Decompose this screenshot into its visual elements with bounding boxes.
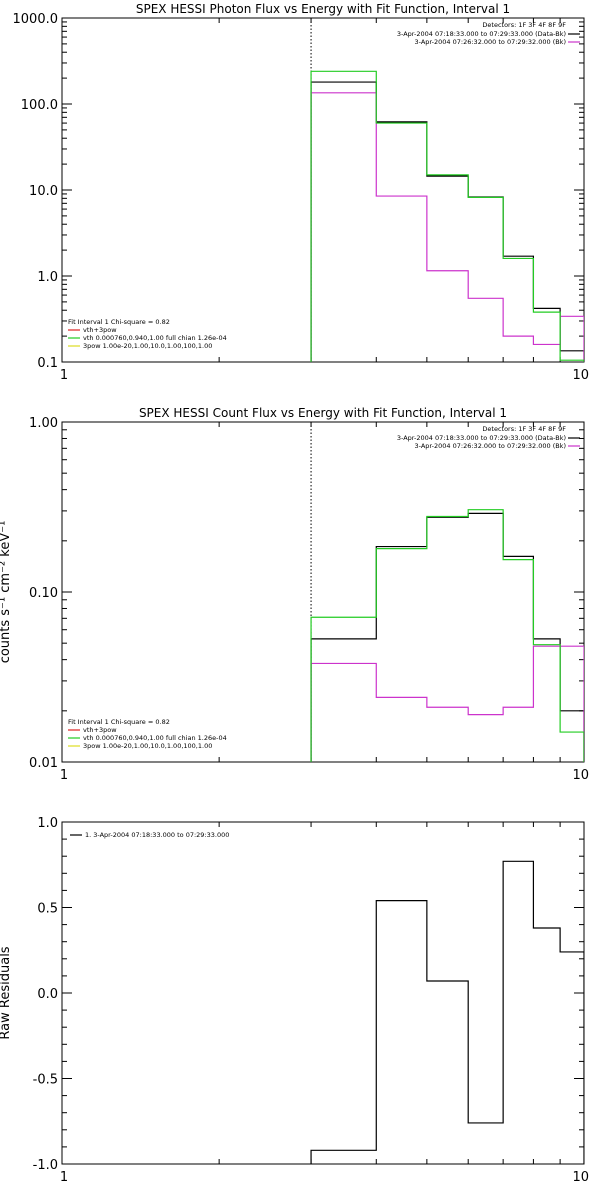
chart-panel-2: SPEX HESSI Count Flux vs Energy with Fit… (0, 406, 589, 783)
x-tick-label: 10 (572, 768, 589, 783)
y-tick-label: 0.1 (37, 356, 58, 371)
chart-panel-1: SPEX HESSI Photon Flux vs Energy with Fi… (13, 2, 590, 383)
detectors-label: Detectors: 1F 3F 4F 8F 9F (482, 425, 566, 433)
legend-entry-label: 3-Apr-2004 07:18:33.000 to 07:29:33.000 … (397, 434, 566, 442)
chart-title: SPEX HESSI Photon Flux vs Energy with Fi… (136, 2, 510, 16)
y-tick-label: 100.0 (21, 98, 58, 113)
fit-legend-entry: vth+3pow (83, 326, 117, 334)
x-tick-label: 1 (60, 368, 68, 383)
fit-legend-entry: 3pow 1.00e-20,1.00,10.0,1.00,100,1.00 (83, 342, 212, 350)
series-line-2 (310, 645, 584, 762)
plot-frame (61, 821, 585, 1165)
x-tick-label: 1 (60, 1170, 68, 1185)
y-tick-label: 1.00 (29, 416, 58, 431)
y-tick-label: 0.0 (37, 987, 58, 1002)
fit-legend-entry: vth 0.000760,0.940,1.00 full chian 1.26e… (83, 334, 227, 342)
x-tick-label: 1 (60, 768, 68, 783)
y-tick-label: 1.0 (37, 816, 58, 831)
y-tick-label: 0.10 (29, 586, 58, 601)
chart-title: SPEX HESSI Count Flux vs Energy with Fit… (139, 406, 507, 420)
y-axis-label: Raw Residuals (0, 946, 13, 1039)
y-tick-label: 1.0 (37, 270, 58, 285)
series-line-3 (310, 70, 584, 362)
y-tick-label: -0.5 (33, 1073, 58, 1088)
y-axis-label: counts s⁻¹ cm⁻² keV⁻¹ (0, 521, 13, 664)
y-tick-label: 1000.0 (13, 12, 59, 27)
fit-legend-entry: vth+3pow (83, 726, 117, 734)
x-tick-label: 10 (572, 368, 589, 383)
residual-legend-entry: 1. 3-Apr-2004 07:18:33.000 to 07:29:33.0… (85, 831, 229, 839)
series-line-1 (310, 512, 584, 762)
legend-entry-label: 3-Apr-2004 07:18:33.000 to 07:29:33.000 … (397, 30, 566, 38)
fit-info-label: Fit Interval 1 Chi-square = 0.82 (68, 318, 170, 326)
plot-frame (61, 421, 585, 763)
y-tick-label: 0.01 (29, 756, 58, 771)
legend-entry-label: 3-Apr-2004 07:26:32.000 to 07:29:32.000 … (415, 38, 566, 46)
series-line-1 (310, 860, 584, 1164)
fit-legend-entry: 3pow 1.00e-20,1.00,10.0,1.00,100,1.00 (83, 742, 212, 750)
y-tick-label: -1.0 (33, 1158, 58, 1173)
series-line-3 (310, 509, 584, 762)
x-tick-label: 10 (572, 1170, 589, 1185)
fit-info-label: Fit Interval 1 Chi-square = 0.82 (68, 718, 170, 726)
detectors-label: Detectors: 1F 3F 4F 8F 9F (482, 21, 566, 29)
y-tick-label: 0.5 (37, 902, 58, 917)
series-line-2 (310, 92, 584, 362)
series-line-1 (310, 81, 584, 362)
legend-entry-label: 3-Apr-2004 07:26:32.000 to 07:29:32.000 … (415, 442, 566, 450)
plot-frame (61, 17, 585, 363)
y-tick-label: 10.0 (29, 184, 58, 199)
fit-legend-entry: vth 0.000760,0.940,1.00 full chian 1.26e… (83, 734, 227, 742)
chart-panel-3: Raw Residuals 1 10 -1.0 -0.5 0.0 0.5 1.0 1. 3-Ap… (0, 816, 589, 1185)
